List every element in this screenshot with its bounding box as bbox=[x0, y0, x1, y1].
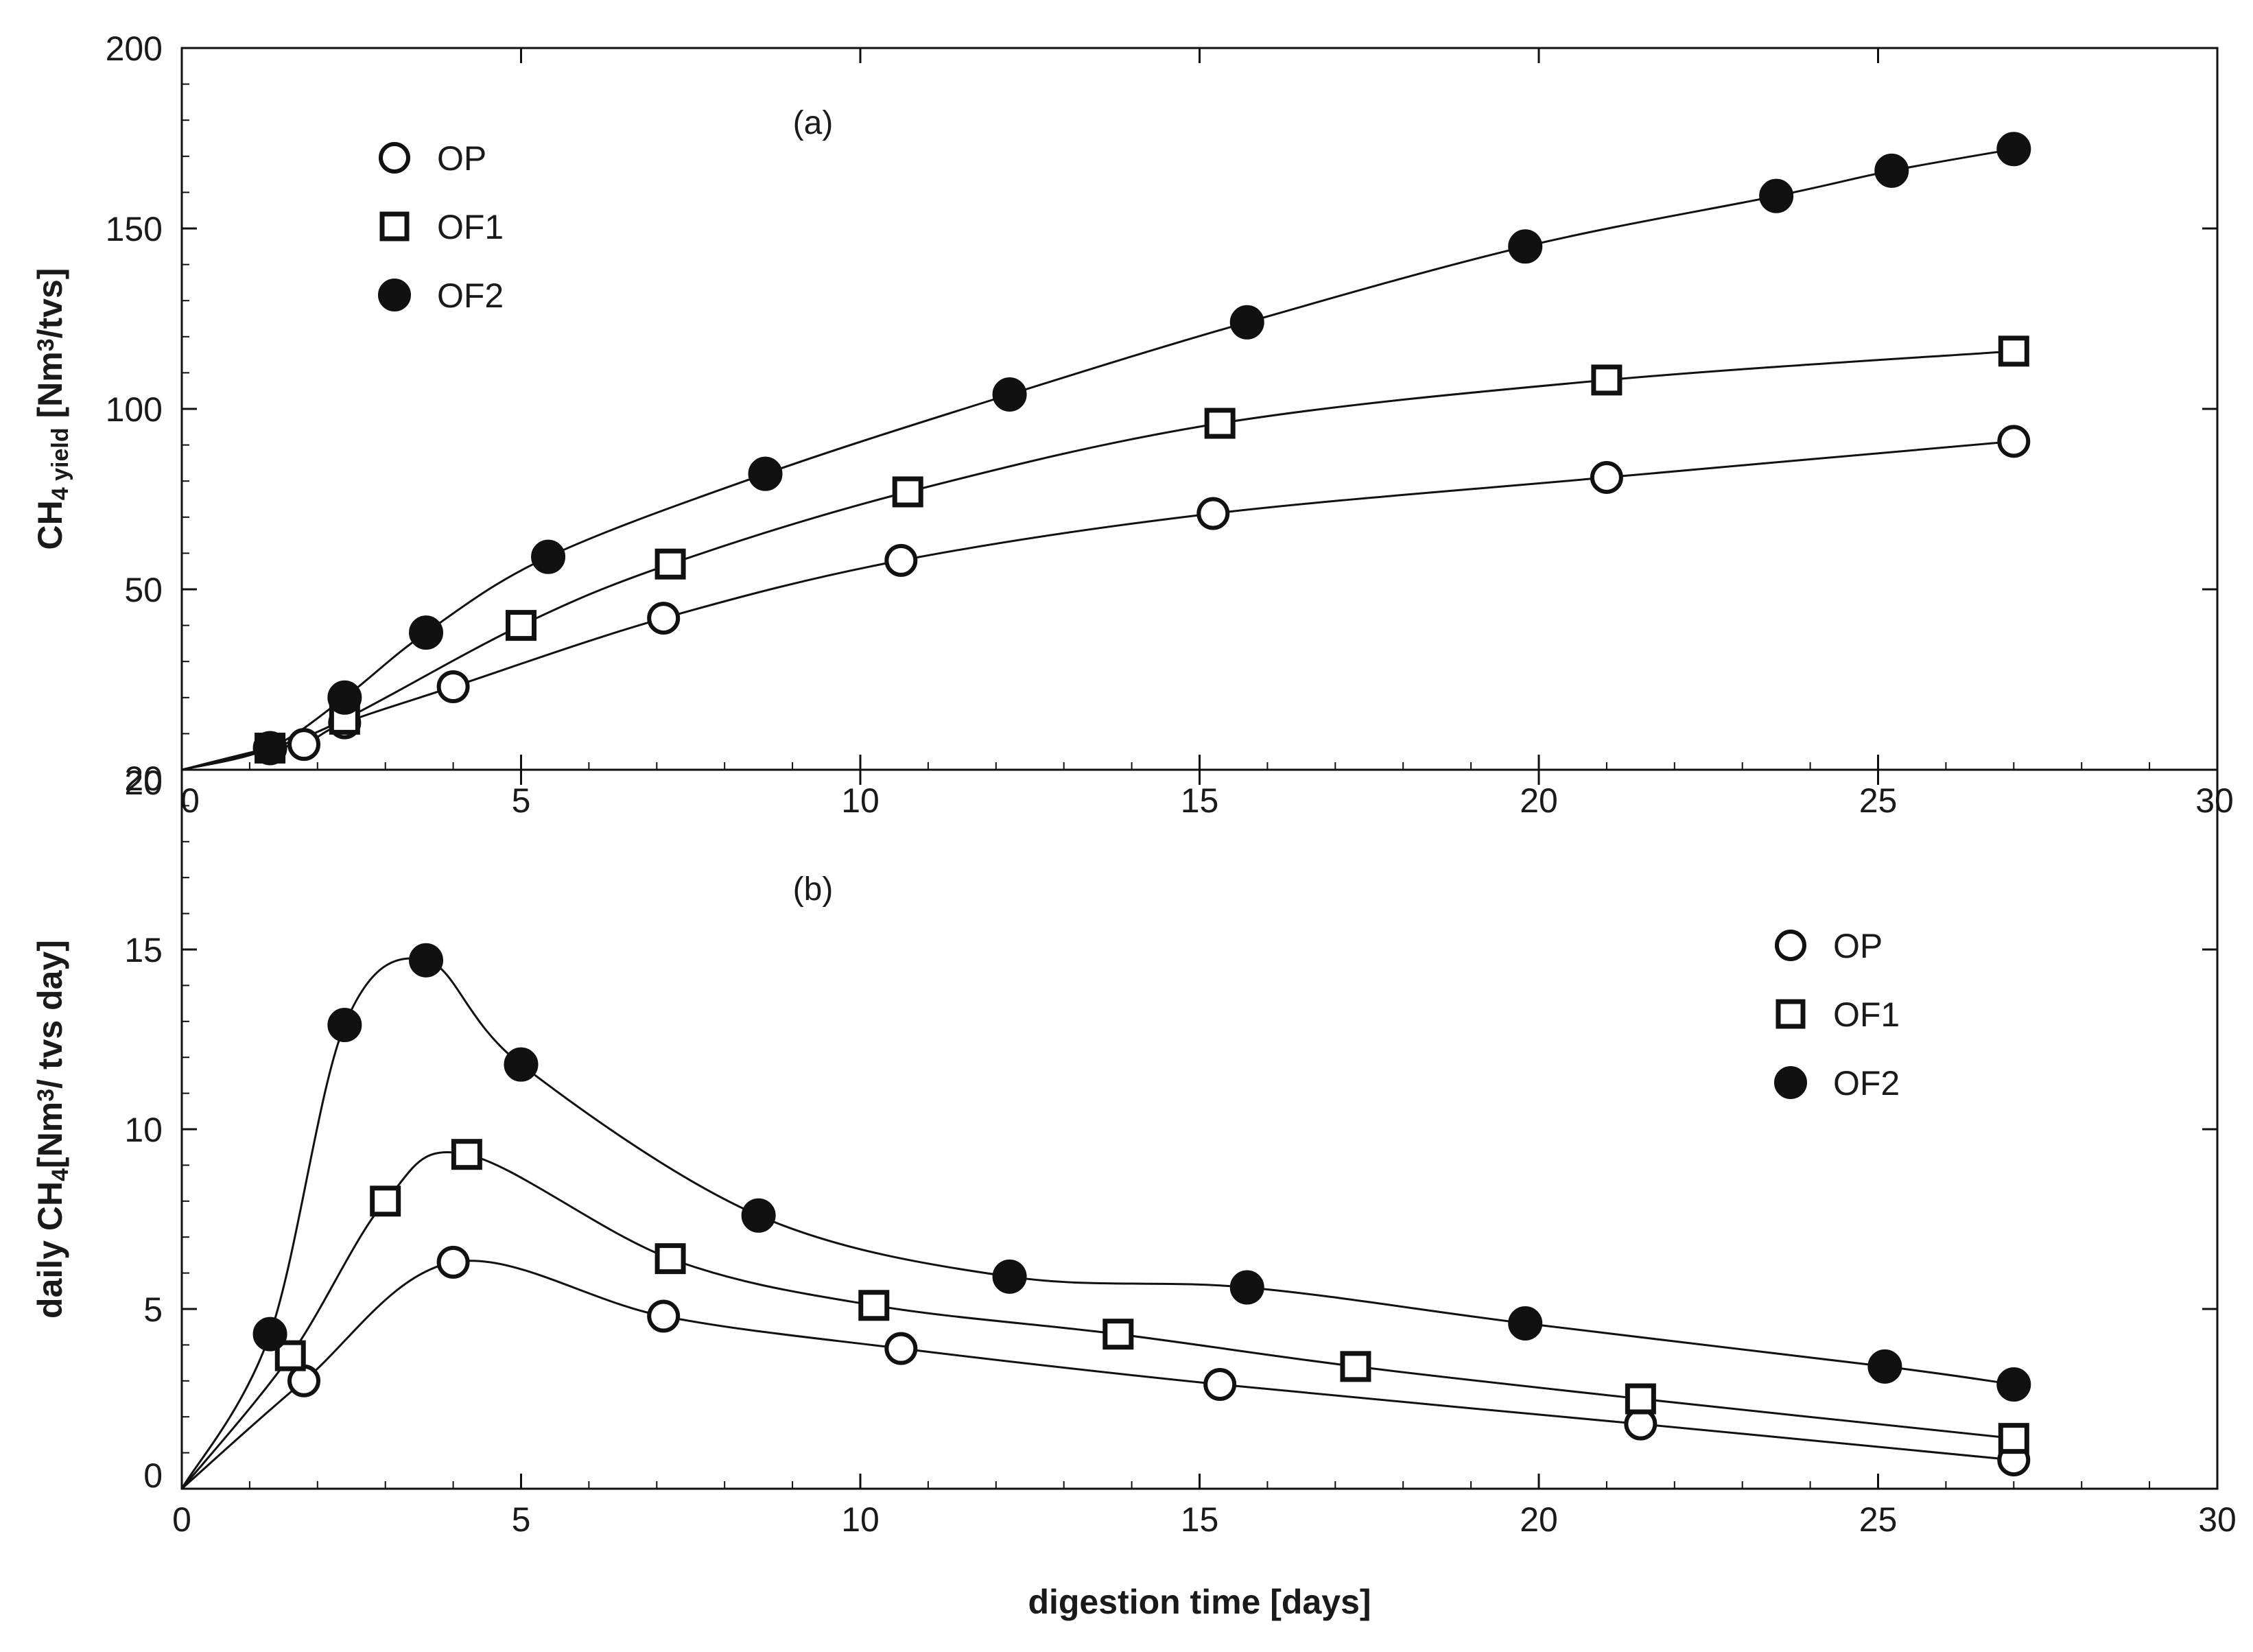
data-point-of1 bbox=[506, 610, 536, 641]
panel-a: 0 5 10 15 20 25 30 20 50 100 150 200 CH4 yield [Nm3/… bbox=[31, 30, 2234, 820]
data-point-of2 bbox=[748, 456, 783, 491]
data-point-of1 bbox=[1625, 1383, 1656, 1415]
data-point-of2 bbox=[1874, 153, 1909, 188]
legend-label-op: OP bbox=[437, 139, 486, 178]
panel-label: (a) bbox=[793, 105, 834, 141]
x-tick-label: 5 bbox=[512, 1500, 531, 1539]
data-point-of2 bbox=[327, 680, 362, 715]
y-tick-label: 20 bbox=[124, 764, 163, 802]
data-point-op bbox=[287, 728, 321, 762]
data-point-op bbox=[436, 670, 470, 704]
legend-label-of1: OF1 bbox=[437, 208, 504, 246]
data-point-of1 bbox=[1591, 364, 1623, 396]
data-point-of1 bbox=[370, 1185, 401, 1217]
legend-marker-of1 bbox=[1776, 999, 1806, 1029]
x-tick-label: 0 bbox=[172, 1500, 191, 1539]
data-point-of2 bbox=[531, 539, 566, 574]
data-point-of2 bbox=[1229, 1270, 1264, 1305]
legend-marker-of2 bbox=[1774, 1066, 1807, 1099]
legend-marker-op bbox=[379, 142, 410, 174]
data-point-of2 bbox=[1508, 1306, 1543, 1341]
x-tick-label: 10 bbox=[841, 1500, 880, 1539]
x-tick-label: 15 bbox=[1181, 1500, 1219, 1539]
legend-marker-of1 bbox=[379, 211, 410, 241]
x-tick-label: 5 bbox=[512, 781, 531, 820]
y-tick-label: 150 bbox=[106, 210, 163, 248]
data-point-of1 bbox=[654, 1243, 686, 1275]
data-point-of2 bbox=[252, 731, 287, 766]
data-point-op bbox=[1203, 1368, 1237, 1402]
legend-label-of2: OF2 bbox=[1833, 1064, 1900, 1102]
data-point-of1 bbox=[1998, 335, 2029, 367]
data-point-of2 bbox=[1229, 305, 1264, 340]
x-tick-label: 0 bbox=[180, 781, 200, 820]
y-tick-label: 0 bbox=[143, 1456, 163, 1495]
data-point-of2 bbox=[504, 1047, 539, 1082]
legend-marker-of2 bbox=[378, 279, 411, 311]
y-tick-label: 20 bbox=[124, 759, 163, 798]
data-point-of2 bbox=[252, 1317, 287, 1352]
data-point-of2 bbox=[409, 615, 444, 650]
data-point-op bbox=[1196, 497, 1230, 530]
data-point-of2 bbox=[992, 1259, 1027, 1294]
x-axis-title: digestion time [days] bbox=[1028, 1583, 1371, 1621]
panel-label: (b) bbox=[793, 871, 834, 908]
y-axis-title: CH4 yield [Nm3/tvs] bbox=[31, 268, 73, 550]
data-point-of2 bbox=[327, 1008, 362, 1043]
x-tick-label: 10 bbox=[841, 781, 880, 820]
panel-b: 0 5 10 15 20 25 30 0 5 10 15 20 daily CH4[Nm3/ tvs d… bbox=[31, 759, 2237, 1539]
y-tick-label: 5 bbox=[143, 1290, 163, 1329]
x-tick-label: 25 bbox=[1859, 1500, 1898, 1539]
data-point-of1 bbox=[892, 476, 923, 508]
data-point-of2 bbox=[1508, 229, 1543, 264]
y-tick-label: 10 bbox=[124, 1111, 163, 1149]
x-tick-label: 15 bbox=[1181, 781, 1219, 820]
data-point-of1 bbox=[858, 1290, 890, 1321]
legend-label-op: OP bbox=[1833, 927, 1883, 965]
data-point-of2 bbox=[1867, 1349, 1902, 1384]
x-tick-label: 25 bbox=[1859, 781, 1898, 820]
y-tick-label: 200 bbox=[106, 30, 163, 68]
y-tick-label: 15 bbox=[124, 931, 163, 969]
data-point-op bbox=[1590, 460, 1623, 494]
data-point-of2 bbox=[409, 943, 444, 978]
data-point-of1 bbox=[451, 1139, 482, 1170]
data-point-of2 bbox=[1759, 178, 1794, 213]
data-point-of1 bbox=[274, 1340, 306, 1371]
data-point-op bbox=[647, 602, 681, 635]
y-tick-label: 100 bbox=[106, 390, 163, 429]
x-tick-label: 20 bbox=[1520, 781, 1558, 820]
data-point-of2 bbox=[1996, 132, 2031, 167]
legend-label-of1: OF1 bbox=[1833, 995, 1900, 1034]
data-point-op bbox=[884, 543, 918, 577]
data-point-op bbox=[436, 1245, 470, 1279]
data-point-of2 bbox=[1996, 1367, 2031, 1402]
series-line-of2 bbox=[180, 957, 2014, 1489]
data-point-of1 bbox=[1340, 1351, 1371, 1382]
data-point-op bbox=[647, 1299, 681, 1333]
data-point-of1 bbox=[1102, 1319, 1134, 1350]
y-axis-title: daily CH4[Nm3/ tvs day] bbox=[31, 940, 73, 1319]
x-tick-label: 20 bbox=[1520, 1500, 1558, 1539]
data-point-of2 bbox=[992, 377, 1027, 412]
data-point-of1 bbox=[1998, 1423, 2029, 1454]
data-point-of1 bbox=[654, 548, 686, 580]
x-tick-label: 30 bbox=[2198, 1500, 2237, 1539]
legend-label-of2: OF2 bbox=[437, 276, 504, 315]
legend-marker-op bbox=[1775, 930, 1806, 961]
x-tick-label: 30 bbox=[2195, 781, 2234, 820]
data-point-of2 bbox=[741, 1198, 776, 1233]
data-point-op bbox=[1997, 425, 2031, 458]
data-point-of1 bbox=[1204, 408, 1236, 439]
y-tick-label: 50 bbox=[124, 571, 163, 609]
data-point-op bbox=[884, 1332, 918, 1365]
